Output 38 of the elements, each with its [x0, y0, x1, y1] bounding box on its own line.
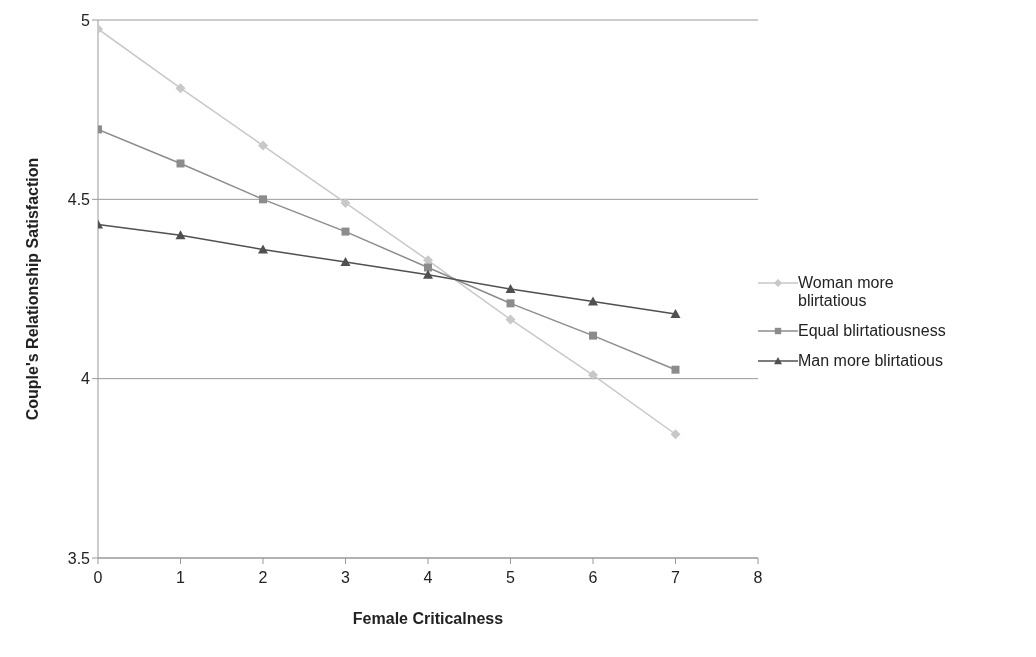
point	[670, 429, 681, 440]
point	[258, 244, 268, 254]
x-axis-title: Female Criticalness	[352, 610, 504, 627]
point	[259, 195, 267, 204]
point	[175, 83, 186, 94]
x-tick-label: 2	[258, 569, 268, 587]
x-tick-label: 6	[588, 569, 598, 587]
legend-label: Man more blirtatious	[798, 352, 944, 370]
point	[175, 230, 186, 240]
point	[670, 309, 681, 319]
x-tick-label: 4	[423, 569, 433, 587]
x-tick-label: 5	[506, 569, 516, 587]
point	[505, 284, 516, 293]
point	[340, 197, 351, 208]
y-tick-label: 4	[81, 370, 91, 388]
x-tick-label: 0	[93, 569, 103, 587]
x-tick-label: 3	[341, 569, 351, 587]
point	[588, 370, 598, 381]
point	[176, 159, 185, 168]
point	[588, 296, 598, 306]
x-tick-label: 7	[671, 569, 681, 587]
x-tick-label: 1	[176, 569, 186, 587]
y-tick-label: 3.5	[67, 549, 91, 567]
x-tick-label: 8	[753, 569, 763, 587]
y-axis-title: Couple's Relationship Satisfaction	[23, 157, 41, 421]
point	[506, 299, 515, 308]
y-tick-label: 4.5	[67, 191, 91, 209]
point	[671, 365, 680, 374]
y-tick-label: 5	[81, 11, 91, 29]
point	[258, 140, 268, 151]
point	[589, 331, 597, 340]
legend-label: Equal blirtatiousness	[798, 322, 947, 340]
point	[505, 314, 516, 325]
point	[424, 263, 432, 272]
point	[340, 257, 351, 267]
legend-label: Woman more blirtatious	[798, 274, 895, 310]
point	[423, 269, 433, 279]
point	[341, 227, 350, 236]
